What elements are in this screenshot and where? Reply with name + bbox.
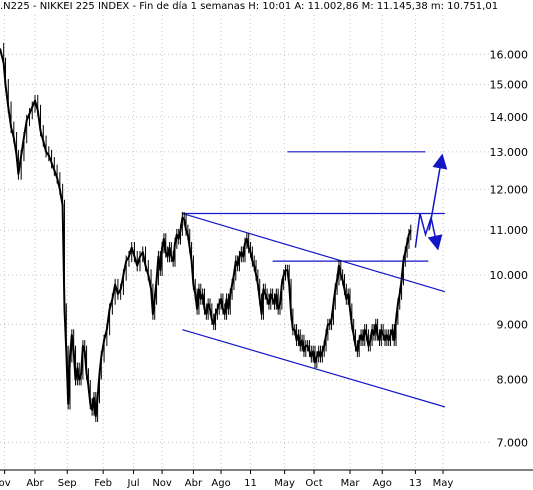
x-tick-label: 13 bbox=[409, 478, 422, 489]
projection-up-arrow bbox=[428, 153, 448, 231]
x-tick-label: Sep bbox=[58, 478, 77, 489]
x-axis: ov Abr Sep Feb Jul Nov Abr Ago 11 May Oct Mar Ago 13 M… bbox=[0, 469, 533, 489]
y-tick-label: 15.000 bbox=[490, 79, 529, 92]
x-tick-label: ov bbox=[0, 478, 11, 489]
y-tick-label: 13.000 bbox=[490, 146, 529, 159]
x-tick-label: Oct bbox=[305, 478, 322, 489]
x-tick-label: May bbox=[274, 478, 295, 489]
y-tick-label: 9.000 bbox=[497, 318, 529, 331]
projection-zigzag-arrow bbox=[414, 213, 443, 251]
x-tick-label: May bbox=[433, 478, 454, 489]
y-tick-label: 8.000 bbox=[497, 374, 529, 387]
y-tick-label: 12.000 bbox=[490, 183, 529, 196]
x-tick-label: Nov bbox=[152, 478, 172, 489]
y-tick-label: 11.000 bbox=[490, 224, 529, 237]
y-tick-label: 14.000 bbox=[490, 111, 529, 124]
trend-channel-line bbox=[182, 329, 446, 408]
x-tick-label: Ago bbox=[211, 478, 230, 489]
y-tick-label: 7.000 bbox=[497, 436, 529, 449]
x-tick-label: Abr bbox=[185, 478, 203, 489]
chart-title: .N225 - NIKKEI 225 INDEX - Fin de día 1 … bbox=[0, 1, 499, 12]
x-tick-label: 11 bbox=[244, 478, 257, 489]
series-layer bbox=[0, 42, 412, 422]
x-tick-label: Ago bbox=[373, 478, 392, 489]
y-axis: 7.000 8.000 9.000 10.000 11.000 12.000 13.000 1… bbox=[490, 48, 529, 449]
y-tick-label: 16.000 bbox=[490, 48, 529, 61]
price-series-line bbox=[0, 48, 412, 418]
annotation-layer bbox=[182, 151, 448, 408]
x-tick-label: Mar bbox=[341, 478, 361, 489]
y-tick-label: 10.000 bbox=[490, 269, 529, 282]
x-tick-label: Jul bbox=[127, 478, 140, 489]
x-tick-label: Abr bbox=[26, 478, 44, 489]
x-tick-label: Feb bbox=[94, 478, 112, 489]
